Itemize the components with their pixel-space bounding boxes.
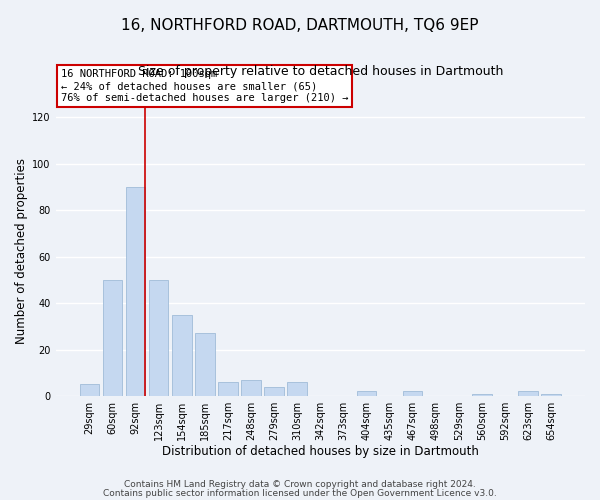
Bar (472, 394, 491, 396)
Title: Size of property relative to detached houses in Dartmouth: Size of property relative to detached ho… (137, 65, 503, 78)
Bar (126, 187, 145, 396)
Bar (264, 387, 284, 396)
Text: Contains HM Land Registry data © Crown copyright and database right 2024.: Contains HM Land Registry data © Crown c… (124, 480, 476, 489)
Bar (172, 314, 191, 396)
X-axis label: Distribution of detached houses by size in Dartmouth: Distribution of detached houses by size … (162, 444, 479, 458)
Text: 16 NORTHFORD ROAD: 100sqm
← 24% of detached houses are smaller (65)
76% of semi-: 16 NORTHFORD ROAD: 100sqm ← 24% of detac… (61, 70, 349, 102)
Bar (149, 280, 169, 396)
Bar (80, 384, 99, 396)
Text: 16, NORTHFORD ROAD, DARTMOUTH, TQ6 9EP: 16, NORTHFORD ROAD, DARTMOUTH, TQ6 9EP (121, 18, 479, 32)
Text: Contains public sector information licensed under the Open Government Licence v3: Contains public sector information licen… (103, 488, 497, 498)
Bar (195, 334, 215, 396)
Bar (218, 382, 238, 396)
Bar (103, 280, 122, 396)
Y-axis label: Number of detached properties: Number of detached properties (15, 158, 28, 344)
Bar (518, 392, 538, 396)
Bar (403, 392, 422, 396)
Bar (356, 392, 376, 396)
Bar (287, 382, 307, 396)
Bar (241, 380, 261, 396)
Bar (541, 394, 561, 396)
